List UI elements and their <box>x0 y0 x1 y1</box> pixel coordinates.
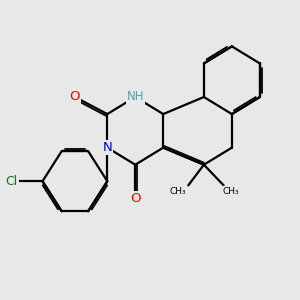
Text: NH: NH <box>127 91 144 103</box>
Text: CH₃: CH₃ <box>170 187 186 196</box>
Text: N: N <box>102 141 112 154</box>
Text: CH₃: CH₃ <box>223 187 239 196</box>
Text: O: O <box>130 192 140 205</box>
Text: Cl: Cl <box>5 175 18 188</box>
Text: O: O <box>70 91 80 103</box>
